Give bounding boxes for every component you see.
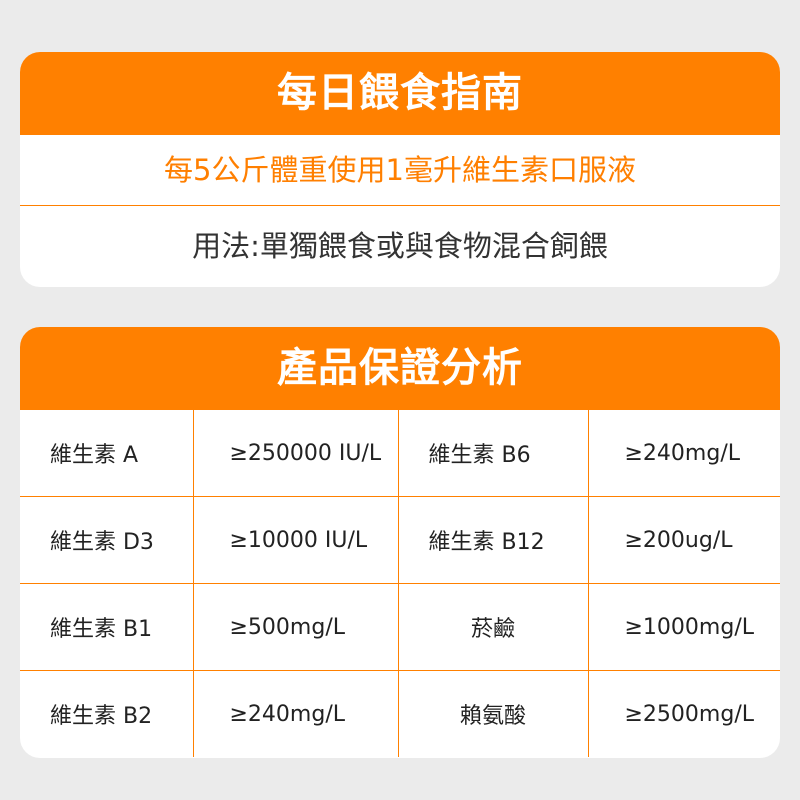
- analysis-title: 產品保證分析: [20, 327, 780, 410]
- table-row: 維生素 A ≥250000 IU/L 維生素 B6 ≥240mg/L: [20, 410, 780, 497]
- nutrient-value: ≥240mg/L: [587, 410, 780, 497]
- nutrient-name: 維生素 B12: [397, 496, 589, 584]
- nutrient-name: 賴氨酸: [397, 670, 589, 757]
- nutrient-name: 維生素 B1: [20, 583, 194, 671]
- table-row: 維生素 B2 ≥240mg/L 賴氨酸 ≥2500mg/L: [20, 670, 780, 757]
- nutrient-value: ≥2500mg/L: [587, 670, 780, 757]
- nutrient-value: ≥1000mg/L: [587, 583, 780, 671]
- nutrient-value: ≥500mg/L: [192, 583, 399, 671]
- nutrient-value: ≥250000 IU/L: [192, 410, 399, 497]
- nutrient-value: ≥200ug/L: [587, 496, 780, 584]
- nutrient-value: ≥10000 IU/L: [192, 496, 399, 584]
- guaranteed-analysis-card: 產品保證分析 維生素 A ≥250000 IU/L 維生素 B6 ≥240mg/L 維生…: [20, 327, 780, 758]
- nutrient-value: ≥240mg/L: [192, 670, 399, 757]
- feeding-guide-card: 每日餵食指南 每5公斤體重使用1毫升維生素口服液 用法:單獨餵食或與食物混合飼餵: [20, 52, 780, 287]
- analysis-table: 維生素 A ≥250000 IU/L 維生素 B6 ≥240mg/L 維生素 D3 ≥10…: [20, 410, 780, 757]
- usage-text: 用法:單獨餵食或與食物混合飼餵: [192, 229, 608, 263]
- nutrient-name: 維生素 A: [20, 410, 194, 497]
- feeding-guide-title: 每日餵食指南: [20, 52, 780, 135]
- nutrient-name: 維生素 D3: [20, 496, 194, 584]
- dosage-text: 每5公斤體重使用1毫升維生素口服液: [20, 135, 780, 206]
- nutrient-name: 菸鹼: [397, 583, 589, 671]
- nutrient-name: 維生素 B2: [20, 670, 194, 757]
- nutrient-name: 維生素 B6: [397, 410, 589, 497]
- table-row: 維生素 D3 ≥10000 IU/L 維生素 B12 ≥200ug/L: [20, 496, 780, 584]
- table-row: 維生素 B1 ≥500mg/L 菸鹼 ≥1000mg/L: [20, 583, 780, 671]
